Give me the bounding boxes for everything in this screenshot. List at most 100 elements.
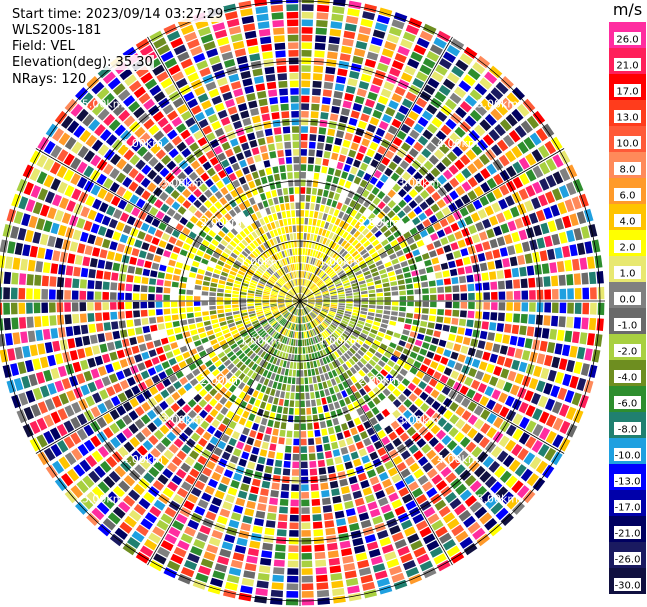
velocity-gate <box>431 117 443 128</box>
velocity-gate <box>242 78 253 87</box>
velocity-gate <box>194 177 203 187</box>
velocity-gate <box>313 172 320 180</box>
velocity-gate <box>236 152 245 161</box>
velocity-gate <box>340 486 350 495</box>
velocity-gate <box>461 397 471 408</box>
velocity-gate <box>368 359 377 367</box>
velocity-gate <box>296 362 300 369</box>
velocity-gate <box>249 342 257 349</box>
velocity-gate <box>419 178 430 188</box>
velocity-gate <box>402 31 416 42</box>
velocity-gate <box>346 298 353 301</box>
velocity-gate <box>224 213 232 221</box>
velocity-gate <box>486 363 495 374</box>
velocity-gate <box>582 287 590 300</box>
velocity-gate <box>301 263 304 271</box>
velocity-gate <box>184 65 196 76</box>
velocity-gate <box>467 427 478 439</box>
velocity-gate <box>264 250 271 258</box>
velocity-gate <box>200 172 210 182</box>
velocity-gate <box>182 200 192 209</box>
velocity-gate <box>369 451 379 461</box>
velocity-gate <box>275 324 281 330</box>
velocity-gate <box>300 438 307 446</box>
velocity-gate <box>341 277 349 282</box>
velocity-gate <box>198 565 211 576</box>
velocity-gate <box>328 325 335 331</box>
velocity-gate <box>208 334 216 341</box>
velocity-gate <box>351 264 359 270</box>
velocity-gate <box>145 138 156 149</box>
velocity-gate <box>218 279 226 285</box>
velocity-gate <box>303 279 306 286</box>
velocity-gate <box>324 319 331 325</box>
velocity-gate <box>209 388 218 397</box>
azimuth-spoke <box>147 36 301 302</box>
velocity-gate <box>119 358 129 368</box>
velocity-gate <box>329 309 337 313</box>
velocity-gate <box>544 140 557 155</box>
velocity-gate <box>351 355 359 363</box>
velocity-gate <box>337 307 345 311</box>
velocity-gate <box>202 286 209 291</box>
velocity-gate <box>287 218 292 225</box>
velocity-gate <box>303 271 306 278</box>
velocity-gate <box>205 511 217 521</box>
velocity-gate <box>311 320 317 327</box>
velocity-gate <box>505 395 515 407</box>
velocity-gate <box>290 95 299 103</box>
velocity-gate <box>266 371 272 379</box>
velocity-gate <box>346 301 353 304</box>
velocity-gate <box>257 137 266 146</box>
velocity-gate <box>324 372 330 380</box>
velocity-gate <box>324 520 335 528</box>
velocity-gate <box>226 259 234 266</box>
velocity-gate <box>133 318 142 327</box>
velocity-gate <box>49 427 61 441</box>
velocity-gate <box>19 273 27 285</box>
velocity-gate <box>435 526 448 538</box>
velocity-gate <box>312 506 321 514</box>
velocity-gate <box>329 310 336 315</box>
velocity-gate <box>301 88 310 95</box>
velocity-gate <box>291 315 295 322</box>
velocity-gate <box>345 206 353 215</box>
velocity-gate <box>235 169 244 178</box>
velocity-gate <box>230 366 238 374</box>
velocity-gate <box>262 225 269 233</box>
velocity-gate <box>280 172 287 180</box>
velocity-gate <box>214 102 225 112</box>
velocity-gate <box>485 92 498 106</box>
velocity-gate <box>468 302 475 310</box>
velocity-gate <box>283 328 288 336</box>
velocity-gate <box>421 148 432 159</box>
velocity-gate <box>99 343 108 353</box>
velocity-gate <box>37 343 46 355</box>
velocity-gate <box>344 180 352 189</box>
colorbar-tick-label: 17.0 <box>616 87 638 98</box>
velocity-gate <box>189 348 198 356</box>
velocity-gate <box>308 157 315 164</box>
velocity-gate <box>196 250 205 257</box>
velocity-gate <box>232 332 240 339</box>
velocity-gate <box>216 77 228 87</box>
velocity-gate <box>245 323 252 329</box>
velocity-gate <box>284 266 289 273</box>
velocity-gate <box>323 295 330 298</box>
velocity-gate <box>406 165 417 176</box>
velocity-gate <box>431 412 441 423</box>
velocity-gate <box>229 199 237 208</box>
velocity-gate <box>317 260 323 268</box>
velocity-gate <box>124 347 133 357</box>
velocity-gate <box>427 322 435 329</box>
velocity-gate <box>115 370 125 381</box>
velocity-gate <box>318 282 325 288</box>
velocity-gate <box>228 155 237 165</box>
velocity-gate <box>286 295 293 298</box>
velocity-gate <box>330 293 337 296</box>
velocity-gate <box>80 92 94 106</box>
velocity-gate <box>343 352 351 360</box>
velocity-gate <box>217 288 224 293</box>
velocity-gate <box>313 73 323 81</box>
velocity-gate <box>464 376 474 387</box>
